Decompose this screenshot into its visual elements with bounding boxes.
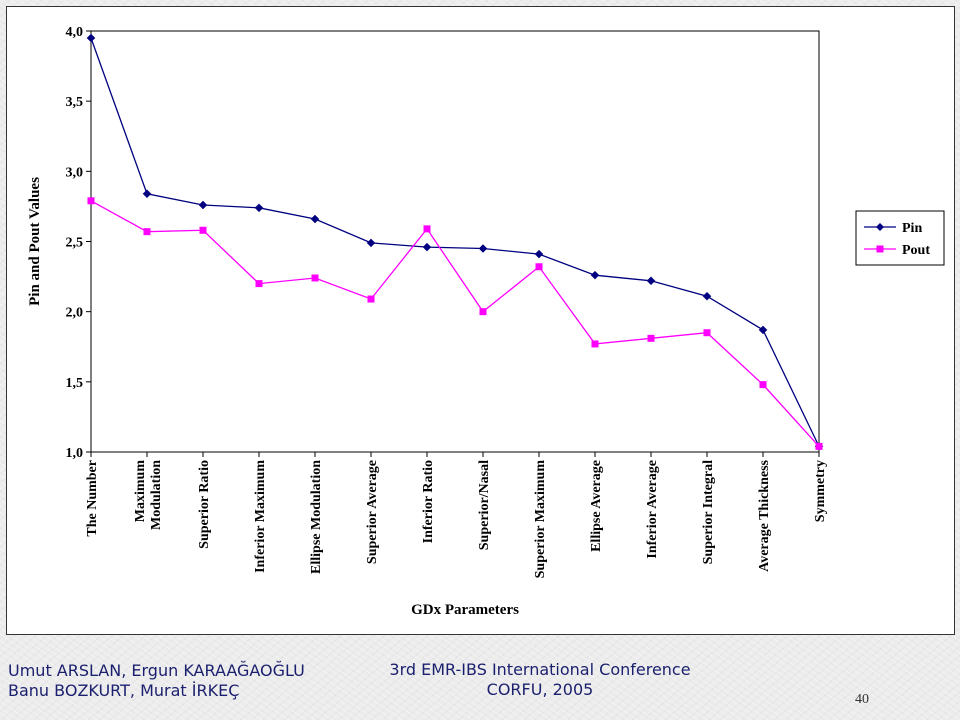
data-point-pout [423,225,431,233]
x-category-label: Ellipse Modulation [309,460,324,574]
y-tick-label: 1,0 [66,446,84,461]
data-point-pout [703,329,711,337]
x-category-label: Symmetry [813,460,828,522]
data-point-pout [199,226,207,234]
y-tick-label: 1,5 [66,376,84,391]
data-point-pout [815,442,823,450]
legend-marker-pout [876,245,884,253]
data-point-pout [87,197,95,205]
x-category-label: Superior Average [365,460,380,564]
data-point-pout [591,340,599,348]
authors-line-2: Banu BOZKURT, Murat İRKEÇ [8,681,240,700]
data-point-pout [367,295,375,303]
data-point-pout [311,274,319,282]
data-point-pout [143,228,151,236]
conference-line-2: CORFU, 2005 [486,680,594,699]
x-axis-title: GDx Parameters [411,602,519,618]
x-category-label: Maximum [133,460,148,523]
data-point-pout [759,381,767,389]
conference-line-1: 3rd EMR-IBS International Conference [389,660,691,679]
x-category-label: Modulation [149,460,164,530]
x-category-label: Superior Integral [701,460,716,564]
data-point-pout [479,308,487,316]
x-category-label: Superior Maximum [533,460,548,579]
data-point-pin [310,214,320,224]
data-point-pin [254,203,264,213]
x-category-label: Superior/Nasal [477,460,492,550]
legend-marker-pin [876,223,884,231]
data-point-pin [702,291,712,301]
x-category-label: Inferior Ratio [421,460,436,543]
x-category-label: Average Thickness [757,459,772,571]
series-line-pout [90,200,820,447]
x-category-label: Ellipse Average [589,460,604,552]
y-tick-label: 4,0 [66,25,84,40]
y-tick-label: 3,5 [66,95,84,110]
plot-area [90,30,820,453]
data-point-pout [647,334,655,342]
x-category-label: Superior Ratio [197,460,212,549]
legend [855,210,945,266]
data-point-pin [590,270,600,280]
authors-line-1: Umut ARSLAN, Ergun KARAAĞAOĞLU [8,661,305,680]
y-tick-label: 2,5 [66,236,84,251]
legend-label-pout: Pout [902,243,930,258]
page-number: 40 [855,692,869,707]
data-point-pin [758,325,768,335]
data-point-pin [422,242,432,252]
line-chart: 1,0 1,5 2,0 2,5 3,0 3,5 4,0 The Number Maximum Mo… [27,25,945,618]
data-point-pout [255,280,263,288]
y-tick-label: 2,0 [66,306,84,321]
data-point-pout [535,263,543,271]
series-line-pin [90,37,820,447]
x-category-label: The Number [85,460,100,537]
conference: 3rd EMR-IBS International Conference COR… [370,660,710,700]
data-point-pin [86,33,96,43]
x-category-label: Inferior Average [645,460,660,559]
y-axis-title: Pin and Pout Values [27,177,43,306]
x-category-label: Inferior Maximum [253,460,268,573]
data-point-pin [142,189,152,199]
chart-frame: 1,0 1,5 2,0 2,5 3,0 3,5 4,0 The Number Maximum Mo… [6,6,955,635]
data-point-pin [478,244,488,253]
data-point-pin [534,249,544,259]
data-point-pin [646,276,656,286]
data-point-pin [198,200,208,210]
legend-label-pin: Pin [902,221,922,236]
data-point-pin [366,238,376,248]
y-tick-label: 3,0 [66,165,84,180]
authors: Umut ARSLAN, Ergun KARAAĞAOĞLU Banu BOZK… [8,661,305,701]
